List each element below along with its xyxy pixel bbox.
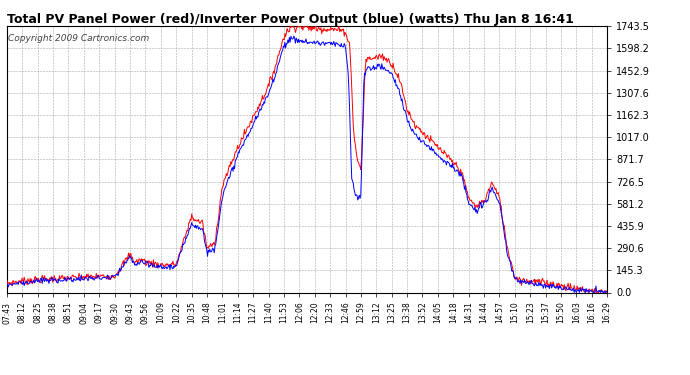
Text: Copyright 2009 Cartronics.com: Copyright 2009 Cartronics.com [8, 34, 149, 43]
Text: Total PV Panel Power (red)/Inverter Power Output (blue) (watts) Thu Jan 8 16:41: Total PV Panel Power (red)/Inverter Powe… [7, 13, 574, 26]
